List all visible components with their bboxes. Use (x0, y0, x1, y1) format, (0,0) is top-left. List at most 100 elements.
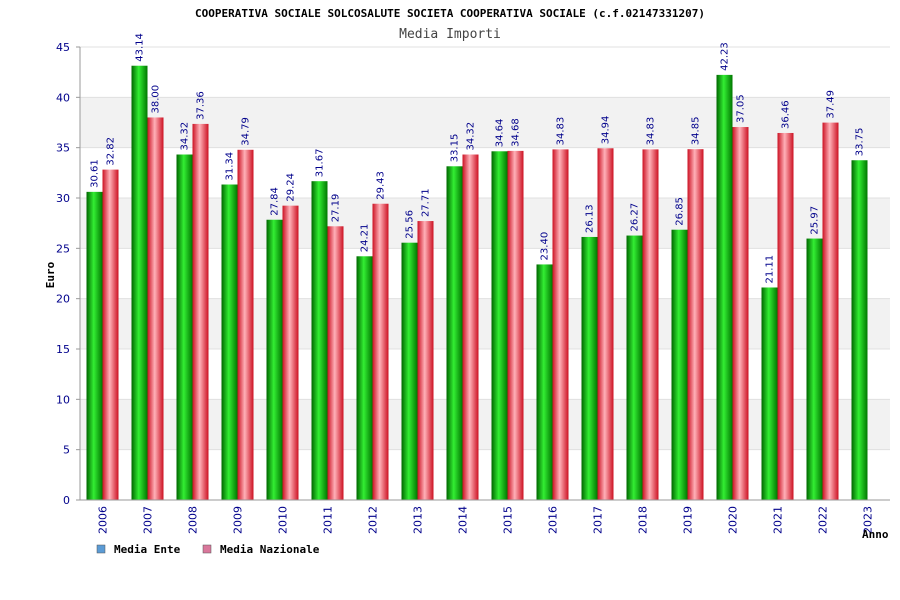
legend-swatch-media-nazionale (202, 544, 212, 554)
data-label: 34.83 (556, 117, 567, 146)
x-tick-label: 2016 (547, 506, 560, 534)
data-label: 33.15 (450, 134, 461, 163)
bar-media-ente-2006 (86, 191, 103, 501)
data-label: 37.36 (196, 91, 207, 120)
bar-media-ente-2023 (851, 160, 868, 500)
x-tick-label: 2023 (862, 506, 875, 534)
data-labels: 30.61 32.82 43.14 38.00 34.32 37.36 31.34 34.79… (90, 33, 866, 283)
data-label: 37.05 (736, 94, 747, 123)
data-label: 26.13 (585, 204, 596, 233)
bar-media-nazionale-2016 (552, 149, 569, 501)
bar-media-ente-2019 (671, 229, 688, 500)
x-tick-label: 2017 (592, 506, 605, 534)
bar-media-nazionale-2010 (282, 205, 299, 500)
x-tick-label: 2022 (817, 506, 830, 534)
bars (86, 65, 868, 501)
bar-media-ente-2017 (581, 236, 598, 500)
data-label: 34.68 (511, 118, 522, 147)
x-tick-label: 2011 (322, 506, 335, 534)
data-label: 29.24 (286, 173, 297, 202)
data-label: 26.27 (630, 203, 641, 232)
y-tick-label: 40 (56, 91, 70, 104)
legend: Media Ente Media Nazionale (96, 543, 320, 556)
data-label: 34.79 (241, 117, 252, 146)
data-label: 42.23 (720, 42, 731, 71)
plot-band (80, 298, 890, 349)
plot-band (80, 449, 890, 500)
bar-media-ente-2009 (221, 184, 238, 500)
x-tick-label: 2019 (682, 506, 695, 534)
x-axis-ticks: 2006 2007 2008 2009 2010 2011 2012 2013 2014 2015… (97, 506, 875, 534)
bar-media-ente-2014 (446, 166, 463, 501)
x-tick-label: 2007 (142, 506, 155, 534)
bar-media-nazionale-2011 (327, 226, 344, 500)
bar-media-ente-2008 (176, 154, 193, 500)
plot-band (80, 47, 890, 98)
y-tick-label: 10 (56, 393, 70, 406)
y-axis-label: Euro (44, 261, 57, 288)
bar-media-nazionale-2020 (732, 127, 749, 500)
x-tick-label: 2018 (637, 506, 650, 534)
chart-title: COOPERATIVA SOCIALE SOLCOSALUTE SOCIETA … (195, 7, 705, 20)
data-label: 34.94 (601, 116, 612, 145)
x-tick-label: 2014 (457, 506, 470, 534)
x-tick-label: 2015 (502, 506, 515, 534)
data-label: 31.67 (315, 149, 326, 178)
x-tick-label: 2012 (367, 506, 380, 534)
data-label: 29.43 (376, 171, 387, 200)
data-label: 36.46 (781, 100, 792, 129)
y-tick-label: 5 (63, 444, 70, 457)
x-tick-label: 2008 (187, 506, 200, 534)
x-tick-label: 2010 (277, 506, 290, 534)
bar-media-nazionale-2009 (237, 149, 254, 500)
data-label: 43.14 (135, 33, 146, 62)
legend-label-media-nazionale: Media Nazionale (220, 543, 320, 556)
grid-lines (80, 46, 890, 451)
bar-media-nazionale-2015 (507, 150, 524, 500)
bar-media-ente-2011 (311, 181, 328, 500)
y-tick-label: 45 (56, 41, 70, 54)
data-label: 34.64 (495, 119, 506, 148)
y-tick-label: 20 (56, 293, 70, 306)
bar-media-nazionale-2007 (147, 117, 164, 500)
data-label: 32.82 (106, 137, 117, 166)
y-tick-label: 0 (63, 494, 70, 507)
bar-media-nazionale-2014 (462, 154, 479, 500)
bar-media-nazionale-2021 (777, 132, 794, 500)
plot-band (80, 97, 890, 148)
data-label: 21.11 (765, 255, 776, 284)
plot-band (80, 399, 890, 450)
data-label: 25.56 (405, 210, 416, 239)
bar-media-ente-2018 (626, 235, 643, 501)
y-tick-label: 25 (56, 242, 70, 255)
x-tick-label: 2021 (772, 506, 785, 534)
bar-media-ente-2015 (491, 151, 508, 501)
legend-swatch-media-ente (96, 544, 106, 554)
bar-media-ente-2020 (716, 74, 733, 500)
bar-media-nazionale-2018 (642, 149, 659, 501)
x-tick-label: 2020 (727, 506, 740, 534)
data-label: 27.71 (421, 188, 432, 217)
plot-band (80, 198, 890, 249)
plot-band (80, 147, 890, 198)
x-axis-label: Anno (862, 528, 889, 541)
legend-label-media-ente: Media Ente (114, 543, 181, 556)
bar-media-ente-2016 (536, 264, 553, 500)
data-label: 34.32 (466, 122, 477, 151)
x-tick-label: 2009 (232, 506, 245, 534)
bar-media-nazionale-2019 (687, 149, 704, 500)
bar-media-ente-2013 (401, 242, 418, 501)
data-label: 34.85 (691, 117, 702, 146)
bar-media-ente-2012 (356, 256, 373, 500)
bar-media-nazionale-2013 (417, 221, 434, 500)
x-tick-label: 2006 (97, 506, 110, 534)
bar-media-nazionale-2017 (597, 148, 614, 500)
data-label: 23.40 (540, 232, 551, 261)
bar-media-ente-2007 (131, 65, 148, 500)
data-label: 24.21 (360, 224, 371, 253)
data-label: 34.83 (646, 117, 657, 146)
bar-media-nazionale-2012 (372, 203, 389, 500)
y-axis-ticks: 0 5 10 15 20 25 30 35 40 45 (56, 41, 80, 507)
y-tick-label: 35 (56, 142, 70, 155)
